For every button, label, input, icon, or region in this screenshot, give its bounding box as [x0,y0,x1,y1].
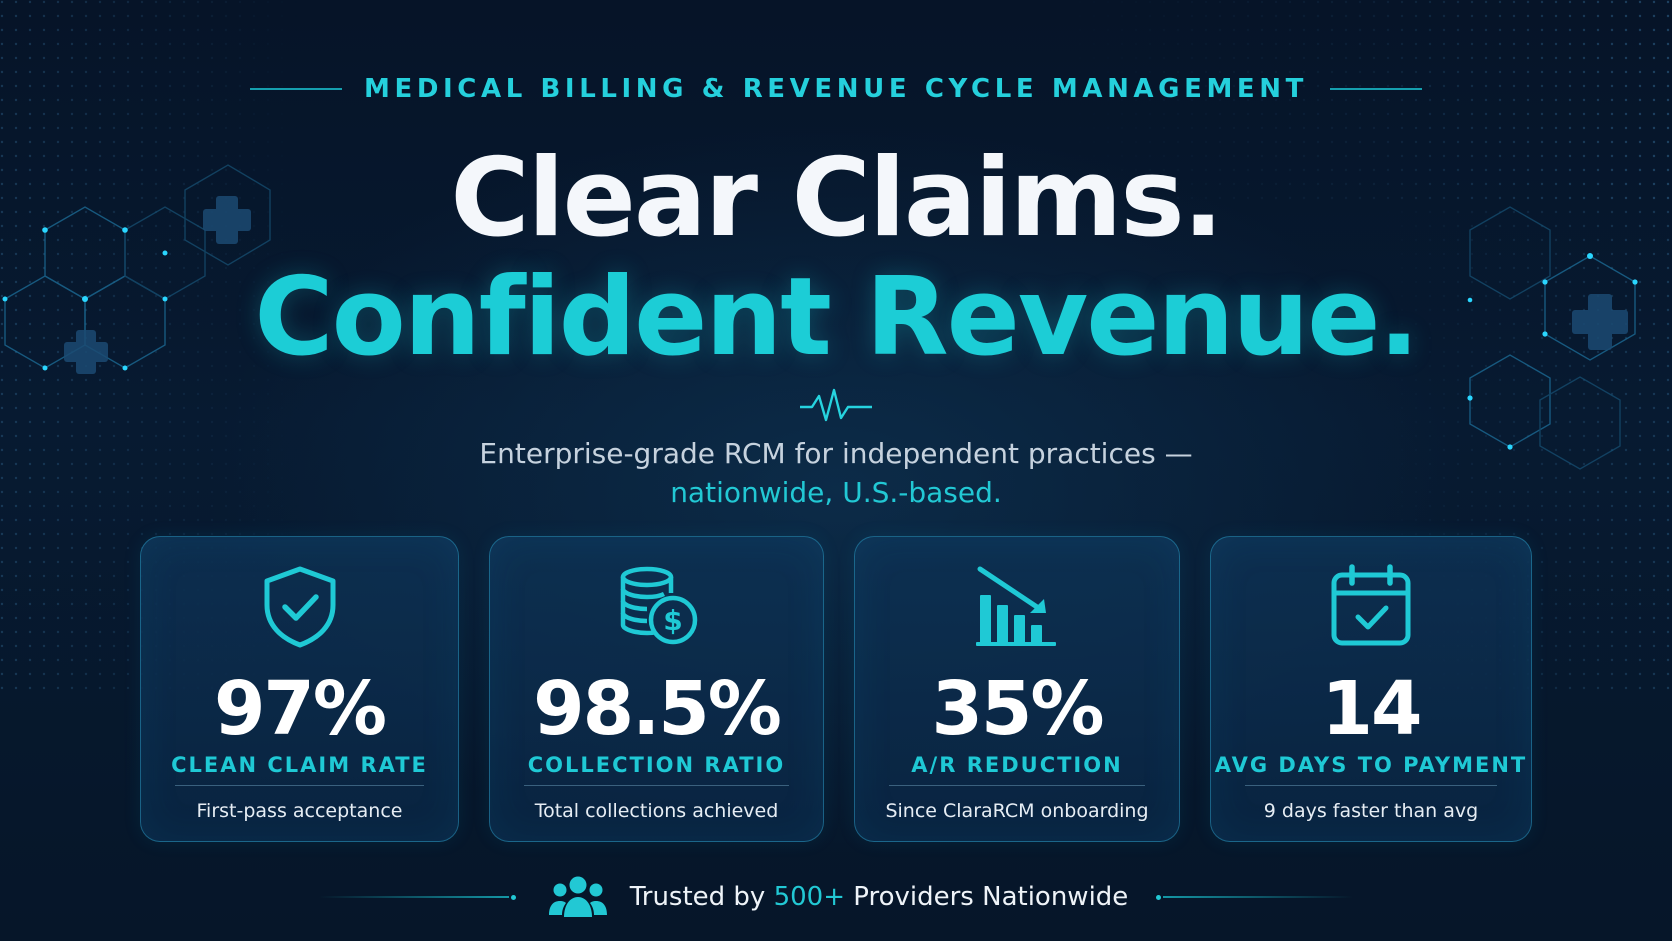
headline-line-1: Clear Claims. [450,136,1223,261]
heartbeat-divider-icon [436,388,1236,422]
users-group-icon [548,876,607,917]
headline-line-2: Confident Revenue. [254,255,1419,380]
svg-text:$: $ [663,604,682,637]
provider-count: 500+ [773,882,845,912]
stat-value: 35% [931,666,1104,752]
card-divider [889,785,1145,786]
subheadline-line-1: Enterprise-grade RCM for independent pra… [479,437,1193,470]
trust-suffix: Providers Nationwide [845,882,1129,912]
stat-label: CLEAN CLAIM RATE [171,753,428,777]
card-divider [175,785,424,786]
medical-cross-icon [64,196,251,374]
shield-check-icon [264,566,335,648]
stat-label: COLLECTION RATIO [527,753,786,777]
card-divider [1245,785,1497,786]
trust-footer: Trusted by 500+ Providers Nationwide [0,872,1672,922]
card-divider [524,785,789,786]
footer-dot-left [510,894,516,900]
eyebrow-text: MEDICAL BILLING & REVENUE CYCLE MANAGEME… [364,74,1308,104]
calendar-check-icon [1331,564,1411,646]
footer-line-left [318,896,509,898]
eyebrow: MEDICAL BILLING & REVENUE CYCLE MANAGEME… [0,69,1672,109]
left-hex-network [4,164,271,369]
right-hex-nodes [1467,253,1638,450]
stat-note: Total collections achieved [534,800,779,822]
trust-prefix: Trusted by [629,882,774,912]
stat-card-ar-reduction: 35% A/R REDUCTION Since ClaraRCM onboard… [854,536,1180,842]
stat-value: 97% [213,666,387,752]
trust-statement: Trusted by 500+ Providers Nationwide [630,882,1129,912]
stat-label: AVG DAYS TO PAYMENT [1214,753,1528,777]
subheadline-line-2: nationwide, U.S.-based. [670,476,1002,509]
stat-label: A/R REDUCTION [911,753,1123,777]
eyebrow-line-left [250,88,342,90]
eyebrow-line-right [1330,88,1422,90]
stat-card-avg-days-to-payment: 14 AVG DAYS TO PAYMENT 9 days faster tha… [1210,536,1532,842]
declining-bars-icon [976,566,1056,646]
stat-value: 98.5% [533,666,782,752]
stat-note: 9 days faster than avg [1263,800,1479,822]
footer-line-right [1163,896,1354,898]
coins-dollar-icon: $ [620,566,697,645]
footer-dot-right [1156,894,1162,900]
stat-card-collection-ratio: $ 98.5% COLLECTION RATIO Total collectio… [489,536,824,842]
left-hex-nodes [2,227,168,371]
stat-note: Since ClaraRCM onboarding [885,800,1149,822]
medical-cross-icon-right [1572,294,1628,350]
stat-value: 14 [1321,666,1423,752]
stat-card-clean-claim-rate: 97% CLEAN CLAIM RATE First-pass acceptan… [140,536,459,842]
stat-note: First-pass acceptance [196,800,403,822]
